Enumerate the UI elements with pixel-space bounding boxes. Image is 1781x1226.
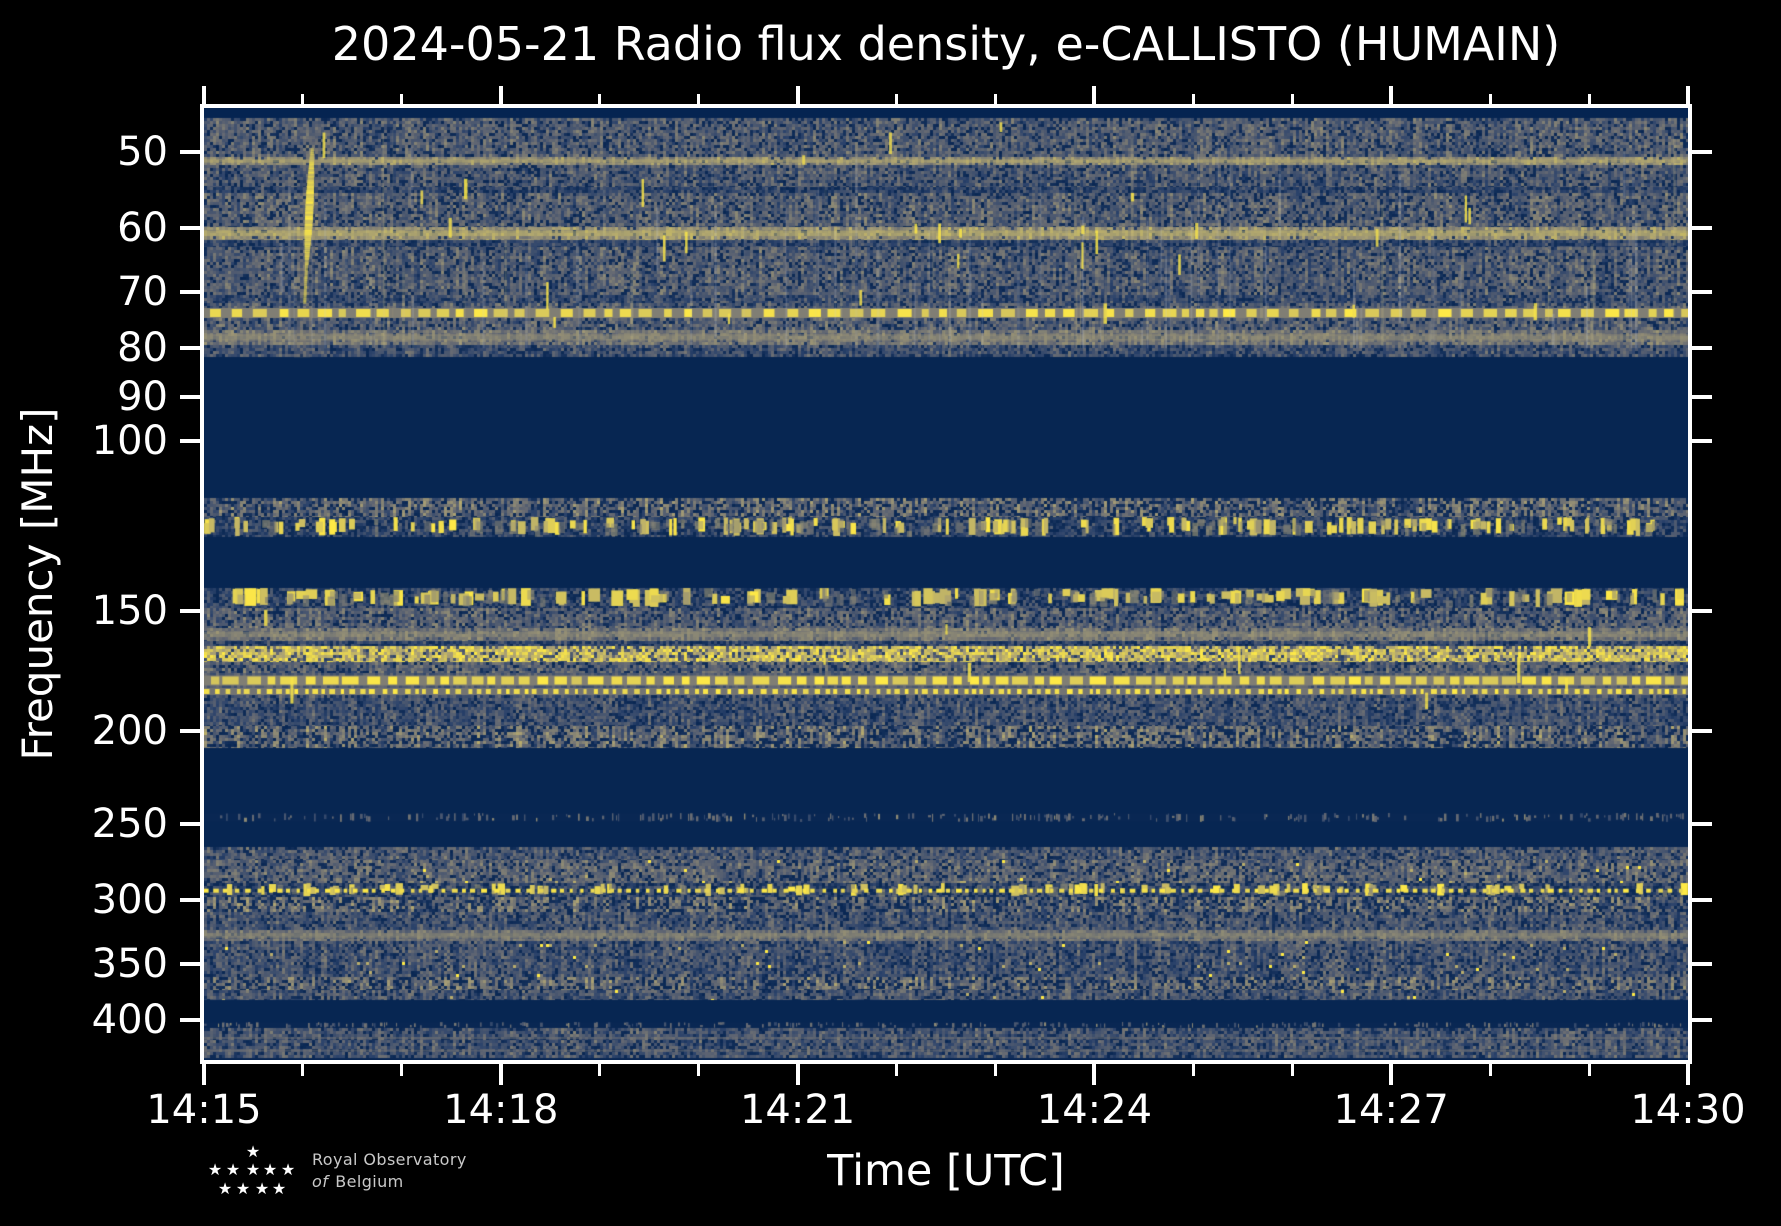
x-tick-label: 14:30 — [1630, 1087, 1746, 1133]
x-tick-label: 14:27 — [1333, 1087, 1449, 1133]
x-major-tick — [498, 1064, 503, 1085]
y-tick-label: 100 — [91, 418, 168, 465]
x-major-tick — [1092, 1064, 1097, 1085]
y-major-tick-right — [1692, 728, 1712, 733]
y-major-tick-right — [1692, 608, 1712, 613]
x-tick-label: 14:18 — [443, 1087, 559, 1133]
logo-text: Royal Observatory of Belgium — [312, 1149, 467, 1193]
x-axis-label: Time [UTC] — [827, 1146, 1065, 1196]
x-minor-tick-top — [598, 94, 602, 104]
y-major-tick-right — [1692, 346, 1712, 351]
x-minor-tick — [697, 1064, 701, 1076]
y-tick-label: 90 — [117, 374, 168, 421]
y-tick-label: 400 — [91, 997, 168, 1044]
y-tick-label: 80 — [117, 325, 168, 372]
x-tick-label: 14:24 — [1036, 1087, 1153, 1133]
x-major-tick — [1686, 1064, 1690, 1085]
x-minor-tick-top — [895, 94, 899, 104]
x-major-tick-top — [1092, 86, 1097, 104]
logo-star-icon: ★ — [262, 1160, 278, 1179]
y-tick-label: 350 — [91, 941, 168, 988]
x-minor-tick-top — [697, 94, 701, 104]
x-minor-tick — [400, 1064, 404, 1076]
y-major-tick — [180, 346, 200, 351]
logo-star-icon: ★ — [225, 1160, 241, 1179]
x-minor-tick — [598, 1064, 602, 1076]
logo-star-icon: ★ — [271, 1179, 287, 1198]
x-minor-tick-top — [1488, 94, 1492, 104]
x-minor-tick-top — [993, 94, 997, 104]
x-tick-label: 14:15 — [146, 1087, 262, 1133]
y-major-tick-right — [1692, 439, 1712, 444]
y-major-tick-right — [1692, 290, 1712, 295]
logo-star-icon: ★ — [207, 1160, 223, 1179]
y-major-tick — [180, 608, 200, 613]
y-major-tick — [180, 290, 200, 295]
logo-text-of: of — [312, 1172, 329, 1191]
y-major-tick — [180, 149, 200, 154]
x-minor-tick-top — [400, 94, 404, 104]
x-minor-tick-top — [1191, 94, 1195, 104]
logo-star-icon: ★ — [245, 1142, 261, 1161]
y-major-tick — [180, 439, 200, 444]
x-major-tick — [202, 1064, 206, 1085]
x-tick-label: 14:21 — [739, 1087, 856, 1133]
logo-text-line2: of Belgium — [312, 1171, 467, 1193]
y-major-tick-right — [1692, 962, 1712, 967]
y-major-tick-right — [1692, 395, 1712, 400]
y-major-tick — [180, 821, 200, 826]
x-major-tick-top — [795, 86, 800, 104]
logo-text-line1: Royal Observatory — [312, 1150, 467, 1169]
y-major-tick — [180, 962, 200, 967]
x-major-tick-top — [202, 86, 206, 104]
x-minor-tick — [1290, 1064, 1294, 1076]
x-minor-tick-top — [1587, 94, 1591, 104]
logo-text-belgium: Belgium — [335, 1172, 404, 1191]
y-major-tick-right — [1692, 226, 1712, 231]
x-major-tick — [1389, 1064, 1394, 1085]
x-major-tick — [795, 1064, 800, 1085]
x-minor-tick — [993, 1064, 997, 1076]
y-tick-label: 50 — [117, 128, 168, 175]
x-minor-tick-top — [301, 94, 305, 104]
y-major-tick — [180, 395, 200, 400]
x-minor-tick — [1191, 1064, 1195, 1076]
y-tick-label: 300 — [91, 877, 168, 924]
x-minor-tick — [1587, 1064, 1591, 1076]
y-major-tick-right — [1692, 149, 1712, 154]
x-major-tick-top — [498, 86, 503, 104]
y-tick-label: 200 — [91, 707, 168, 754]
logo-star-icon: ★ — [280, 1160, 296, 1179]
y-tick-label: 70 — [117, 269, 168, 316]
x-major-tick-top — [1686, 86, 1690, 104]
logo-star-icon: ★ — [254, 1179, 270, 1198]
plot-frame — [200, 104, 1692, 1064]
y-major-tick — [180, 226, 200, 231]
logo-star-icon: ★ — [217, 1179, 233, 1198]
y-major-tick-right — [1692, 821, 1712, 826]
chart-title: 2024-05-21 Radio flux density, e-CALLIST… — [331, 17, 1561, 71]
y-major-tick-right — [1692, 898, 1712, 903]
x-minor-tick — [1488, 1064, 1492, 1076]
y-major-tick — [180, 1018, 200, 1023]
y-major-tick — [180, 728, 200, 733]
y-tick-label: 250 — [91, 800, 168, 847]
y-major-tick — [180, 898, 200, 903]
logo-star-icon: ★ — [245, 1160, 261, 1179]
x-minor-tick-top — [1290, 94, 1294, 104]
y-tick-label: 60 — [117, 205, 168, 252]
y-major-tick-right — [1692, 1018, 1712, 1023]
x-minor-tick — [301, 1064, 305, 1076]
logo-star-icon: ★ — [235, 1179, 251, 1198]
x-minor-tick — [895, 1064, 899, 1076]
y-tick-label: 150 — [91, 587, 168, 634]
x-major-tick-top — [1389, 86, 1394, 104]
spectrogram-canvas — [204, 108, 1688, 1060]
